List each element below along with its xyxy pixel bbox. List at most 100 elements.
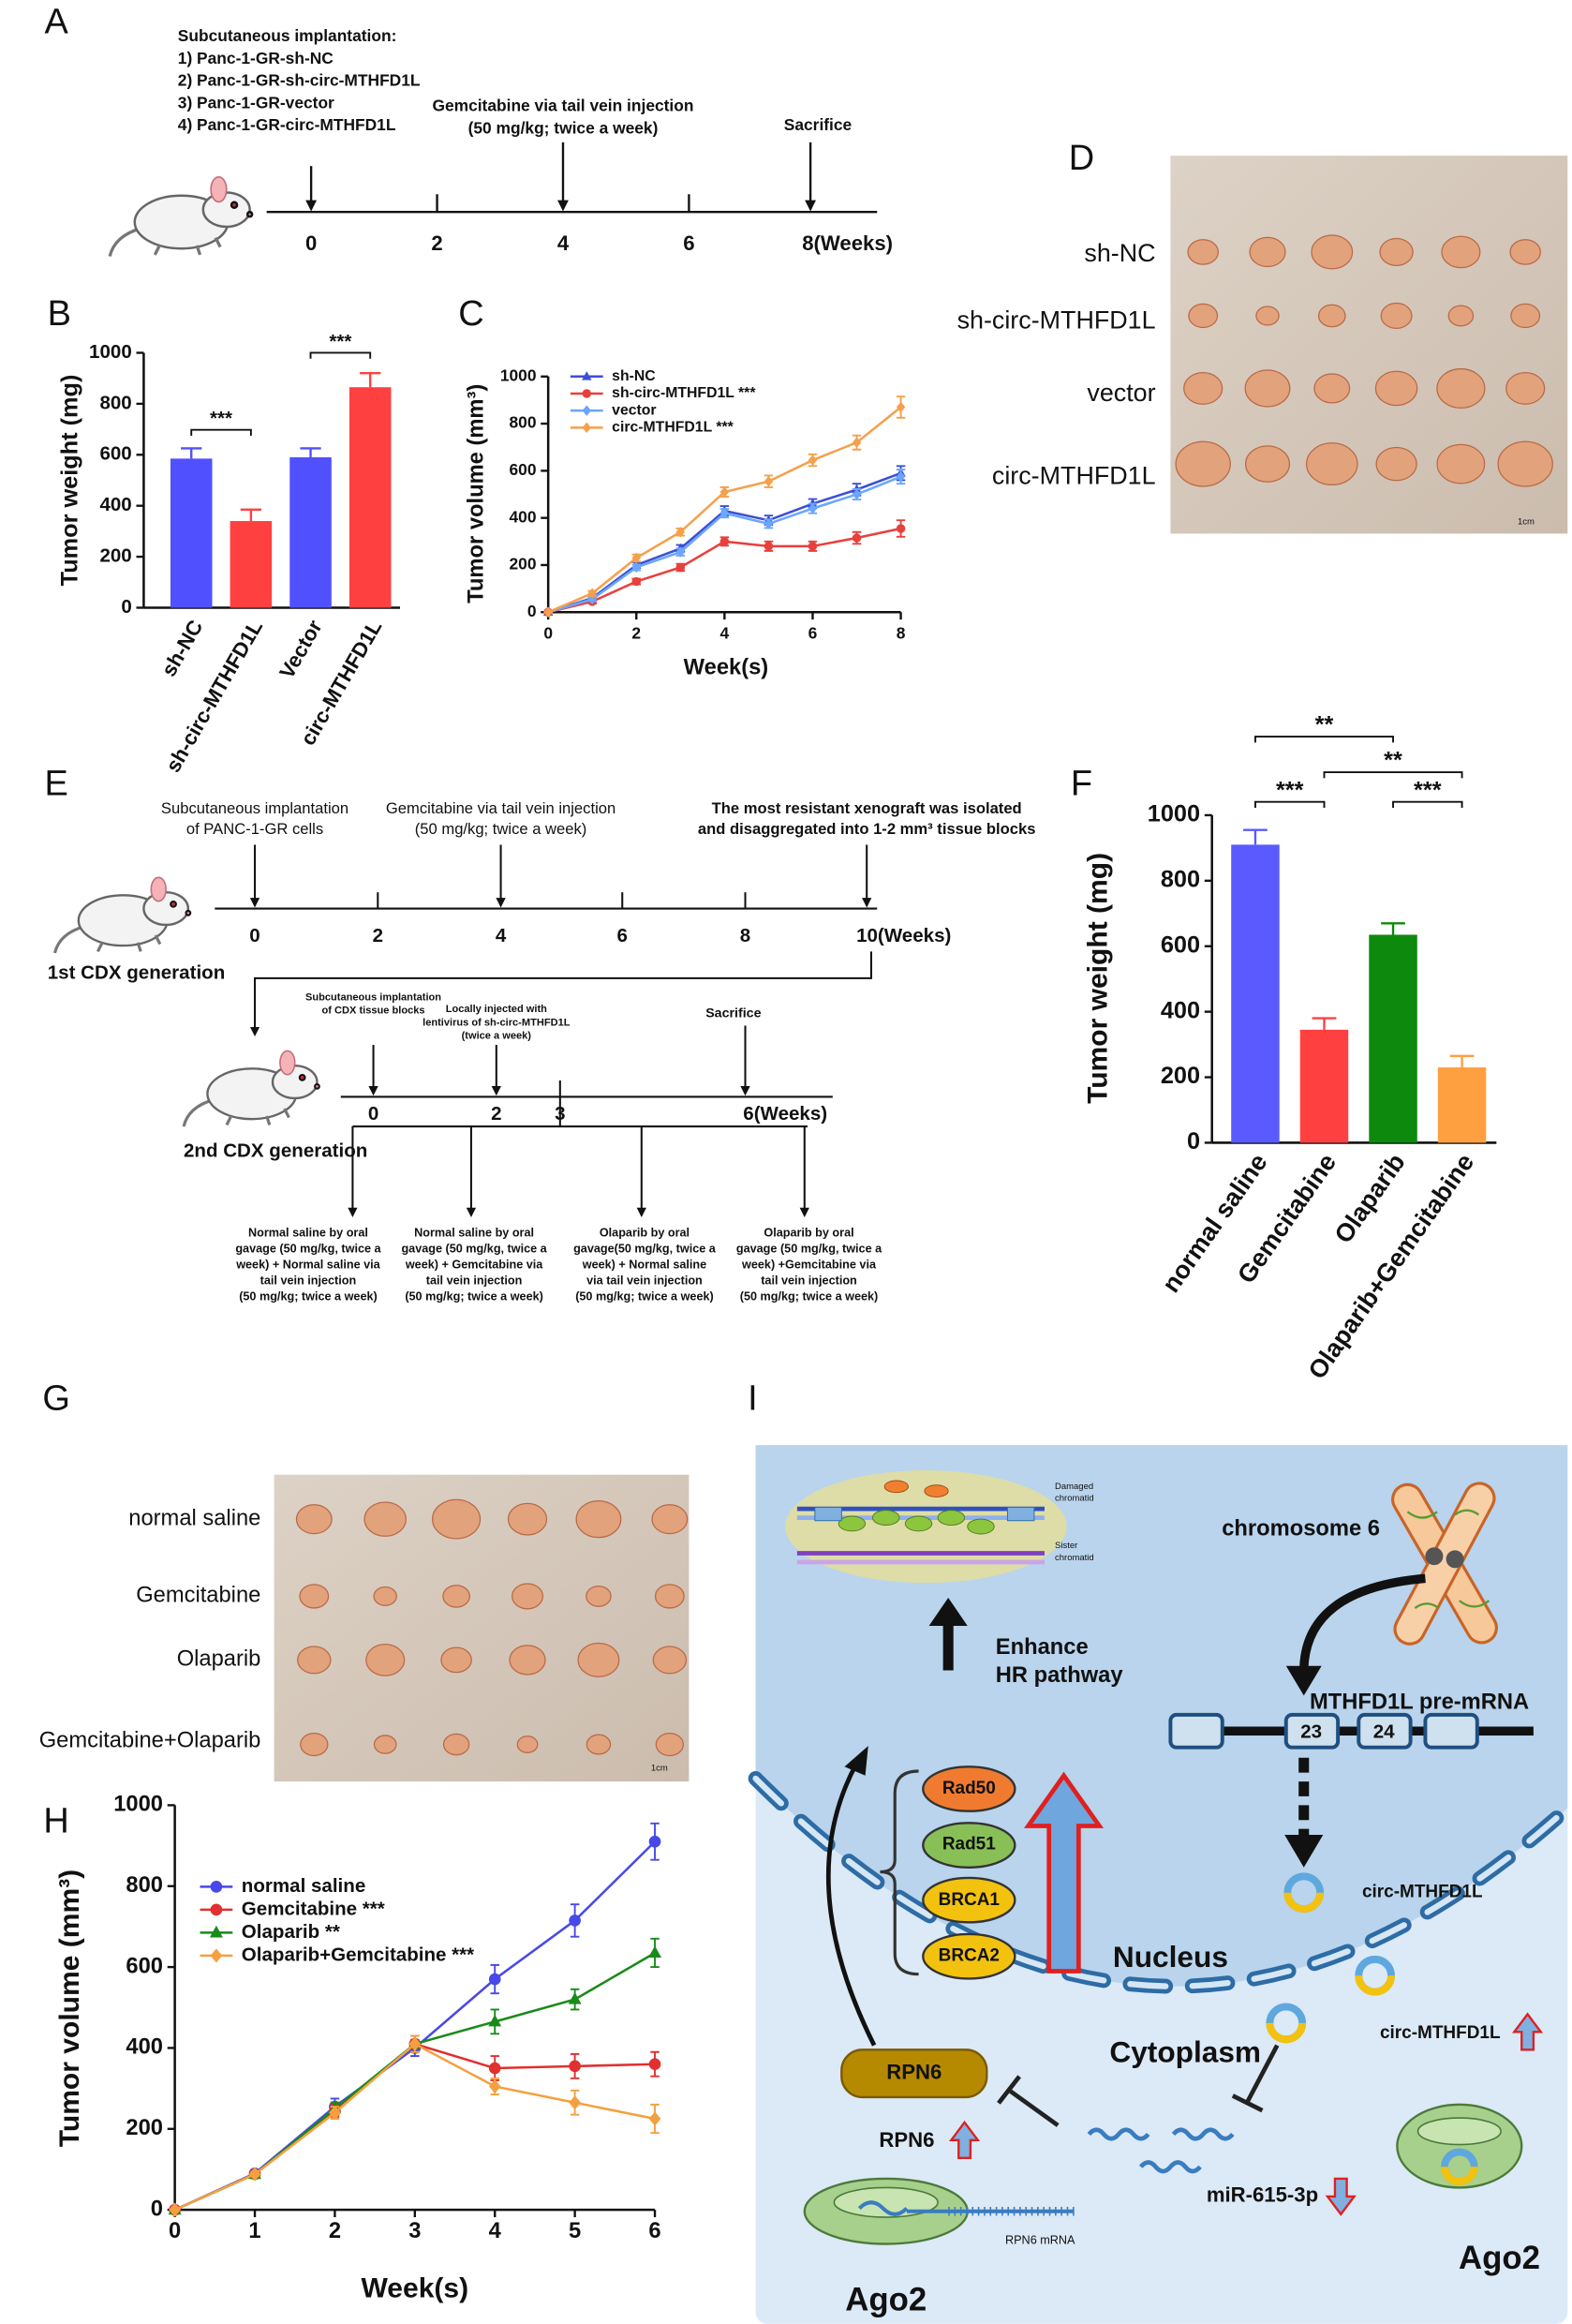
tumor <box>300 1732 329 1757</box>
tumor <box>1379 237 1414 266</box>
y-tick-label: 0 <box>527 602 537 620</box>
marker <box>719 507 730 519</box>
y-tick-label: 800 <box>99 392 131 413</box>
y-axis-label: Tumor volume (mm³) <box>54 1870 85 2147</box>
y-tick-label: 800 <box>510 413 537 432</box>
x-tick-label: 1 <box>248 2219 260 2243</box>
marker <box>852 437 862 448</box>
label: Enhance <box>996 1635 1089 1660</box>
marker <box>852 533 862 543</box>
x-tick-label: 0 <box>169 2219 181 2243</box>
significance-bracket <box>1323 771 1463 779</box>
timeline-label: 6(Weeks) <box>743 1103 827 1125</box>
tumor <box>1317 304 1346 328</box>
timeline-label: 0 <box>368 1103 378 1125</box>
tumor <box>373 1735 397 1754</box>
label: 24 <box>1373 1721 1395 1742</box>
y-tick-label: 1000 <box>89 341 132 363</box>
mechanism-diagram <box>748 1445 1572 2324</box>
y-tick-label: 200 <box>510 555 537 574</box>
row-label: normal saline <box>128 1506 260 1530</box>
label: RPN6 <box>879 2128 934 2152</box>
treatment-text: gavage (50 mg/kg, twice a <box>235 1242 381 1255</box>
marker <box>569 1914 581 1927</box>
marker <box>648 1835 661 1848</box>
label: MTHFD1L pre-mRNA <box>1310 1691 1529 1715</box>
tumor <box>1175 440 1231 487</box>
tumor <box>1305 442 1358 486</box>
marker <box>210 1948 223 1963</box>
x-tick-label: 5 <box>569 2219 581 2243</box>
timeline-label: 0 <box>249 925 260 946</box>
tumor <box>652 1646 688 1675</box>
label: Damaged <box>1055 1482 1093 1492</box>
marker <box>648 2111 661 2126</box>
label: Gemcitabine via tail vein injection <box>386 799 615 817</box>
label: Rad51 <box>942 1834 996 1854</box>
panel-label: E <box>44 764 67 803</box>
treatment-text: (50 mg/kg; twice a week) <box>740 1290 879 1304</box>
label: circ-MTHFD1L <box>1362 1883 1483 1902</box>
marker <box>631 576 642 587</box>
timeline-label: 6 <box>683 231 694 255</box>
treatment-text: via tail vein injection <box>586 1274 703 1287</box>
tumor <box>507 1502 548 1536</box>
significance-bracket <box>1253 800 1326 809</box>
marker <box>582 371 592 380</box>
legend-label: sh-NC <box>612 368 656 384</box>
treatment-text: gavage (50 mg/kg, twice a <box>736 1242 882 1255</box>
x-tick-label: 6 <box>808 624 818 643</box>
marker <box>488 2014 502 2027</box>
treatment-text: week) + Normal saline via <box>235 1258 380 1271</box>
marker <box>719 537 730 546</box>
tumor <box>586 1734 612 1755</box>
timeline-label: 4 <box>496 925 507 946</box>
x-tick-label: 6 <box>648 2219 660 2243</box>
y-axis-label: Tumor volume (mm³) <box>465 384 489 603</box>
panel-label: B <box>48 294 71 334</box>
y-tick-label: 200 <box>1161 1063 1200 1089</box>
bar <box>349 387 392 608</box>
y-tick-label: 600 <box>1161 931 1200 958</box>
legend-label: sh-circ-MTHFD1L *** <box>612 385 756 401</box>
marker <box>587 593 597 605</box>
marker <box>808 454 818 466</box>
marker <box>675 546 686 558</box>
series-line <box>174 1840 656 2212</box>
tumor <box>577 1642 620 1677</box>
marker <box>675 562 686 573</box>
tumor <box>575 1499 622 1539</box>
scale-label: 1cm <box>651 1763 668 1773</box>
tumor <box>1505 372 1546 405</box>
label: 1st CDX generation <box>48 962 226 984</box>
marker <box>896 470 906 483</box>
error-bar <box>240 508 262 522</box>
tumor <box>299 1584 330 1609</box>
legend-label: Olaparib ** <box>242 1921 340 1943</box>
y-tick-label: 600 <box>510 460 537 479</box>
tumor <box>655 1732 685 1757</box>
tumor <box>651 1504 689 1535</box>
panel-label: C <box>458 294 483 334</box>
bar <box>289 457 332 608</box>
marker <box>808 502 818 514</box>
tumor <box>1187 239 1219 265</box>
error-bar <box>1449 1054 1475 1068</box>
significance-bracket <box>190 428 252 437</box>
error-bar <box>360 372 381 388</box>
label: Locally injected with <box>446 1004 547 1015</box>
row-label: Gemcitabine+Olaparib <box>39 1729 261 1753</box>
marker <box>808 542 818 551</box>
treatment-text: week) + Normal saline <box>582 1258 706 1271</box>
treatment-text: (50 mg/kg; twice a week) <box>405 1290 543 1304</box>
label: Cytoplasm <box>1109 2034 1261 2068</box>
treatment-text: Olaparib by oral <box>600 1226 690 1239</box>
label: (50 mg/kg; twice a week) <box>468 118 659 137</box>
row-label: sh-NC <box>1084 239 1155 267</box>
marker <box>210 1903 223 1916</box>
significance-label: ** <box>1315 712 1334 738</box>
label: Sacrifice <box>784 115 853 134</box>
label: Sacrifice <box>705 1006 761 1021</box>
x-tick-label: 3 <box>408 2219 421 2243</box>
row-label: Gemcitabine <box>136 1584 260 1608</box>
